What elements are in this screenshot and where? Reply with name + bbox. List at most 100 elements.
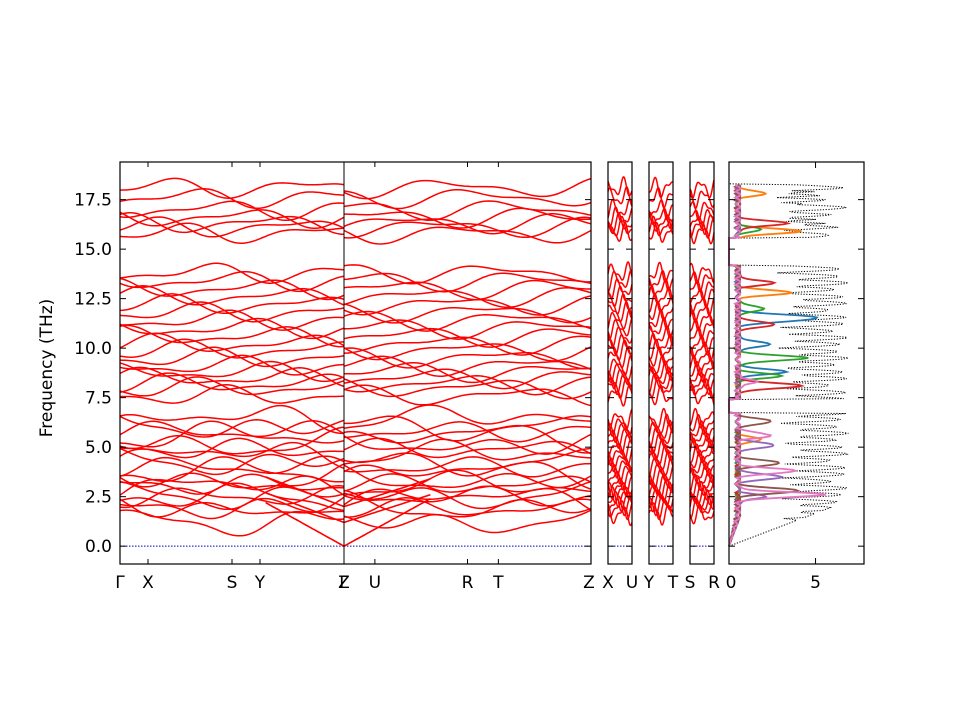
high-symmetry-label: R [462, 573, 474, 593]
phonon-band [119, 426, 345, 455]
phonon-band [343, 347, 592, 370]
phonon-band [119, 317, 345, 340]
phonon-band [119, 455, 345, 478]
phonon-band [343, 368, 592, 390]
high-symmetry-label: U [626, 573, 638, 593]
phonon-band [343, 424, 592, 454]
phonon-band [343, 421, 592, 443]
phonon-band [344, 207, 591, 229]
phonon-band [119, 360, 345, 383]
y-tick-label: 0.0 [85, 537, 112, 557]
phonon-band [689, 467, 715, 489]
phonon-band [119, 420, 345, 438]
phonon-band [119, 188, 345, 210]
phonon-band [119, 200, 345, 222]
high-symmetry-label: S [685, 573, 696, 593]
high-symmetry-label: U [369, 573, 381, 593]
panel-frame [648, 161, 674, 565]
y-tick-label: 10.0 [74, 339, 112, 359]
phonon-band [119, 482, 345, 512]
phonon-band [119, 447, 345, 476]
phonon-band [689, 449, 715, 470]
phonon-band [648, 176, 674, 199]
phonon-band [689, 288, 715, 309]
phonon-band [343, 303, 592, 324]
phonon-band [689, 489, 715, 510]
phonon-band [607, 363, 633, 384]
y-tick-label: 15.0 [74, 240, 112, 260]
phonon-band [343, 189, 592, 210]
phonon-band [607, 206, 633, 228]
phonon-band [119, 301, 345, 323]
y-tick-label: 17.5 [74, 191, 112, 211]
phonon-band [119, 277, 345, 301]
phonon-band [119, 324, 345, 348]
phonon-band [343, 447, 592, 477]
phonon-band [689, 414, 715, 436]
phonon-band [343, 487, 592, 511]
phonon-band [689, 367, 715, 389]
phonon-band [689, 443, 714, 464]
y-tick-label: 12.5 [74, 290, 112, 310]
high-symmetry-label: Y [643, 573, 655, 593]
phonon-band [119, 473, 345, 495]
dos-frame [728, 161, 865, 565]
y-tick-label: 2.5 [85, 488, 112, 508]
phonon-band [344, 415, 592, 442]
phonon-band [343, 404, 592, 429]
phonon-band [689, 420, 715, 442]
phonon-band [119, 376, 345, 397]
phonon-band [689, 279, 715, 301]
phonon-band [343, 378, 592, 400]
panel-frame [607, 161, 633, 565]
phonon-band [119, 216, 345, 238]
dos-x-tick-label: 0 [726, 573, 737, 593]
phonon-band [119, 346, 345, 368]
phonon-band [648, 372, 674, 395]
phonon-band [119, 309, 345, 331]
phonon-band [343, 272, 592, 293]
phonon-band [343, 384, 592, 407]
phonon-band [119, 509, 345, 537]
phonon-band [607, 176, 633, 197]
phonon-band [607, 261, 633, 281]
phonon-band [343, 375, 592, 396]
acoustic-branch [265, 501, 345, 547]
phonon-band [689, 431, 715, 455]
phonon-band [648, 413, 674, 434]
phonon-band [607, 470, 633, 491]
phonon-band [689, 302, 715, 324]
phonon-band [343, 433, 592, 455]
phonon-band [607, 300, 633, 323]
high-symmetry-label: Z [583, 573, 595, 593]
phonon-band [343, 287, 592, 309]
phonon-band [119, 338, 345, 359]
phonon-band [120, 384, 345, 404]
phonon-band [119, 485, 345, 509]
high-symmetry-label: Y [254, 573, 266, 593]
phonon-band [343, 177, 592, 200]
phonon-band [690, 208, 715, 230]
high-symmetry-label: Z [338, 573, 350, 593]
phonon-band [607, 317, 633, 340]
phonon-band [648, 354, 674, 375]
frequency-axis: 0.0 2.5 5.0 7.5 10.0 12.5 15.0 17.5 [74, 191, 864, 557]
phonon-band [648, 407, 674, 429]
band-structure-panels: Γ X S Y ΓZ U R T Z X U Y T S R [115, 161, 720, 593]
phonon-band [689, 361, 715, 383]
phonon-band [648, 207, 674, 229]
phonon-band [343, 473, 592, 493]
phonon-band [689, 477, 715, 498]
phonon-band [343, 295, 592, 316]
phonon-band [607, 269, 633, 293]
phonon-band [607, 374, 633, 396]
phonon-band [648, 221, 674, 243]
phonon-band [607, 326, 633, 348]
phonon-band [119, 437, 344, 459]
phonon-band [607, 495, 633, 517]
phonon-band [689, 262, 715, 285]
